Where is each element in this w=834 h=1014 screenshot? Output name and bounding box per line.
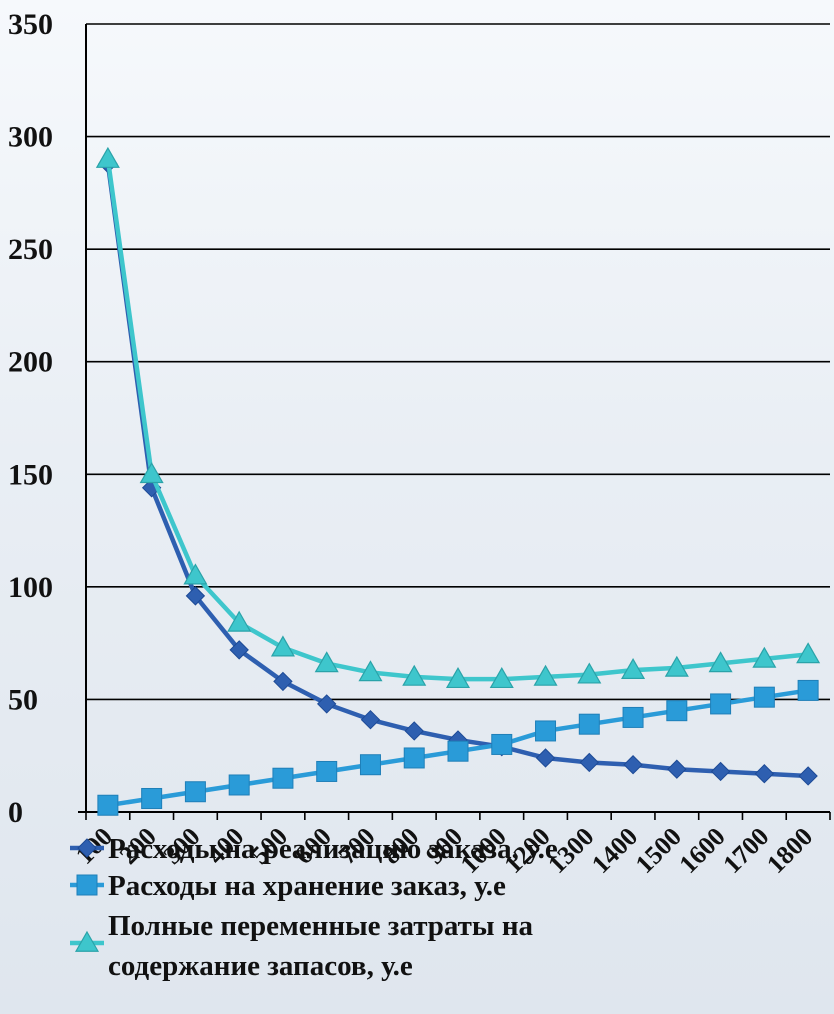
x-tick-label: 1500 <box>630 822 687 879</box>
data-point-triangle <box>402 664 427 686</box>
legend-item-2: Расходы на хранение заказ, у.е <box>70 870 506 902</box>
data-point-triangle <box>139 462 164 484</box>
legend-label: Расходы на хранение заказ, у.е <box>108 870 506 902</box>
data-point-diamond <box>273 671 293 692</box>
legend-label: Полные переменные затраты на <box>108 910 534 942</box>
data-point-square <box>316 760 338 782</box>
data-point-square <box>76 874 98 896</box>
y-tick-label: 100 <box>8 571 53 604</box>
data-point-triangle <box>621 657 646 680</box>
data-point-square <box>97 794 119 816</box>
data-point-triangle <box>270 635 295 657</box>
data-point-triangle <box>752 646 777 668</box>
axes <box>78 24 831 820</box>
data-point-triangle <box>358 660 383 682</box>
data-point-square <box>272 767 294 789</box>
x-tick-label: 1600 <box>674 822 731 879</box>
data-point-square <box>753 686 775 708</box>
series-2 <box>97 679 819 816</box>
data-point-diamond <box>535 748 556 768</box>
data-point-square <box>666 700 688 722</box>
y-tick-label: 350 <box>8 8 53 41</box>
y-tick-label: 150 <box>8 458 53 491</box>
data-point-diamond <box>229 640 249 660</box>
x-tick-label: 1800 <box>761 822 818 879</box>
data-point-diamond <box>798 766 818 786</box>
data-point-diamond <box>710 761 731 782</box>
series-3 <box>95 146 821 689</box>
data-point-square <box>797 679 819 701</box>
data-point-diamond <box>316 694 337 714</box>
y-tick-label: 0 <box>8 796 23 829</box>
data-point-square <box>141 787 163 809</box>
data-point-square <box>491 733 513 755</box>
data-point-square <box>535 720 557 742</box>
y-tick-label: 250 <box>8 233 53 266</box>
data-point-square <box>403 747 425 769</box>
series-group <box>95 146 821 816</box>
data-point-triangle <box>533 664 558 686</box>
legend-item-1: Расходы на реализацию заказа, у.е <box>70 833 558 865</box>
data-point-diamond <box>185 586 206 606</box>
data-point-diamond <box>404 721 424 741</box>
data-point-triangle <box>796 642 821 664</box>
data-point-square <box>228 774 250 796</box>
y-tick-label: 300 <box>8 121 53 154</box>
data-point-triangle <box>489 666 514 689</box>
x-tick-label: 1700 <box>717 822 774 879</box>
gridlines <box>86 23 830 701</box>
data-point-triangle <box>664 655 689 677</box>
data-point-triangle <box>95 146 120 168</box>
y-tick-label: 200 <box>8 346 53 379</box>
data-point-triangle <box>74 930 100 952</box>
data-point-square <box>710 693 732 715</box>
data-point-square <box>578 713 600 735</box>
data-point-triangle <box>445 666 471 689</box>
data-point-square <box>622 706 644 728</box>
data-point-square <box>184 781 206 803</box>
legend-item-3: Полные переменные затраты на содержание з… <box>70 910 534 982</box>
y-axis-tick-labels: 0 50 100 150 200 250 300 350 <box>8 8 53 829</box>
data-point-triangle <box>227 610 252 632</box>
data-point-diamond <box>667 759 687 779</box>
data-point-triangle <box>577 662 602 684</box>
legend-label: Расходы на реализацию заказа, у.е <box>108 833 558 865</box>
legend-label: содержание запасов, у.е <box>108 950 413 982</box>
legend: Расходы на реализацию заказа, у.е Расходы… <box>70 833 558 982</box>
data-point-diamond <box>360 709 381 730</box>
data-point-diamond <box>77 838 97 858</box>
data-point-diamond <box>579 752 600 773</box>
x-tick-label: 1400 <box>586 822 643 879</box>
data-point-triangle <box>183 563 208 585</box>
data-point-triangle <box>708 651 733 673</box>
data-point-diamond <box>623 755 643 775</box>
data-point-diamond <box>754 764 775 784</box>
data-point-square <box>447 740 469 762</box>
data-point-triangle <box>314 651 339 673</box>
series-line <box>105 156 811 682</box>
y-tick-label: 50 <box>8 683 38 716</box>
data-point-square <box>359 754 381 776</box>
